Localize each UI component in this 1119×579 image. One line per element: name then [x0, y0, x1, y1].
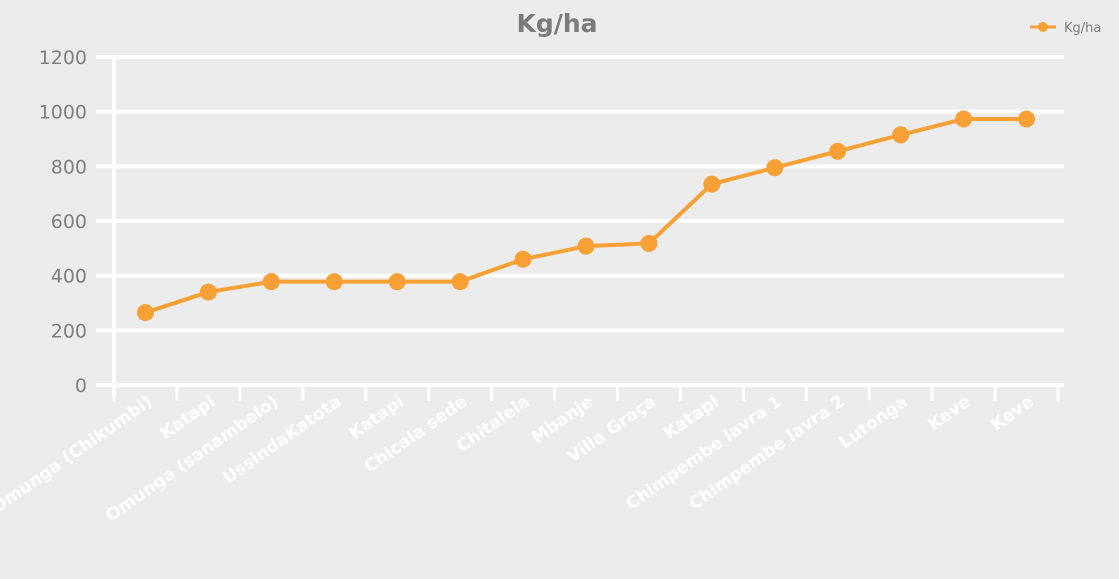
data-point[interactable] — [640, 234, 658, 252]
data-point[interactable] — [829, 142, 847, 160]
data-point[interactable] — [136, 304, 154, 322]
x-tick-label: Lutonga — [836, 392, 912, 453]
y-tick-label: 800 — [51, 156, 87, 178]
y-tick-label: 0 — [75, 375, 87, 397]
legend[interactable]: Kg/ha — [1030, 21, 1101, 36]
data-point[interactable] — [577, 237, 595, 255]
y-tick-label: 200 — [51, 320, 87, 342]
data-point[interactable] — [766, 159, 784, 177]
data-point[interactable] — [199, 283, 217, 301]
data-point[interactable] — [262, 273, 280, 291]
data-point[interactable] — [1018, 110, 1036, 128]
y-tick-label: 600 — [51, 211, 87, 233]
series-layer — [136, 110, 1036, 322]
gridlines — [96, 55, 1064, 333]
data-point[interactable] — [514, 250, 532, 268]
y-tick-label: 1200 — [39, 47, 87, 69]
y-tick-label: 400 — [51, 266, 87, 288]
data-point[interactable] — [703, 175, 721, 193]
data-point[interactable] — [955, 110, 973, 128]
chart-title: Kg/ha — [516, 9, 597, 38]
y-tick-labels: 0 200 400 600 800 1000 1200 — [39, 47, 87, 397]
data-point[interactable] — [325, 273, 343, 291]
legend-label: Kg/ha — [1064, 21, 1101, 36]
axes — [96, 57, 1064, 401]
x-tick-label: UssindaKatota — [219, 392, 345, 488]
y-tick-label: 1000 — [39, 102, 87, 124]
legend-marker-icon — [1038, 22, 1048, 32]
data-point[interactable] — [388, 273, 406, 291]
data-point[interactable] — [892, 126, 910, 144]
data-point[interactable] — [451, 273, 469, 291]
